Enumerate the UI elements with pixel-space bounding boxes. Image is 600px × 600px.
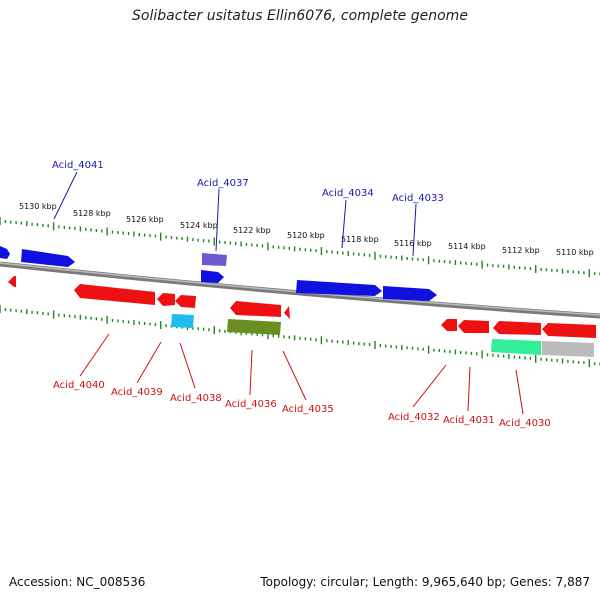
scale-label: 5118 kbp — [341, 235, 379, 244]
leader-line — [412, 203, 417, 257]
gene-acid-4040 — [74, 284, 155, 305]
gene-reverse-partial — [8, 276, 16, 287]
scale-label: 5110 kbp — [556, 248, 594, 257]
gene-label-reverse: Acid_4036 — [225, 399, 277, 410]
gene-acid-4031 — [493, 321, 541, 335]
leader-line — [341, 199, 347, 249]
scale-label: 5116 kbp — [394, 239, 432, 248]
gene-label-forward: Acid_4037 — [197, 178, 249, 189]
lower-scale-ticks — [0, 305, 600, 368]
accession-text: Accession: NC_008536 — [9, 575, 146, 589]
gene-acid-4039 — [157, 293, 175, 306]
topology-summary: Topology: circular; Length: 9,965,640 bp… — [260, 575, 590, 589]
gene-label-reverse: Acid_4030 — [499, 418, 551, 429]
scale-label: 5122 kbp — [233, 226, 271, 235]
scale-label: 5126 kbp — [126, 215, 164, 224]
leader-line — [136, 341, 162, 384]
gene-label-reverse: Acid_4032 — [388, 412, 440, 423]
scale-label: 5128 kbp — [73, 209, 111, 218]
gene-label-forward: Acid_4034 — [322, 188, 374, 199]
gene-label-forward: Acid_4041 — [52, 160, 104, 171]
gene-acid-4030-red — [542, 323, 596, 338]
scale-label: 5114 kbp — [448, 242, 486, 251]
gene-label-forward: Acid_4033 — [392, 193, 444, 204]
gene-acid-4036 — [227, 319, 281, 335]
gene-acid-4033 — [383, 286, 437, 301]
gene-acid-4030-grey — [542, 341, 594, 357]
gene-label-reverse: Acid_4039 — [111, 387, 163, 398]
gene-acid-4034 — [296, 280, 382, 296]
gene-acid-4039b — [175, 295, 196, 308]
gene-acid-4032 — [441, 319, 457, 331]
map-title: Solibacter usitatus Ellin6076, complete … — [132, 8, 468, 24]
gene-forward-small — [201, 270, 224, 283]
gene-acid-4038 — [171, 314, 194, 328]
gene-label-reverse: Acid_4035 — [282, 404, 334, 415]
leader-line — [515, 369, 524, 415]
gene-acid-4031-teal — [491, 339, 541, 355]
leader-line — [249, 349, 253, 396]
gene-acid-4036-red — [230, 301, 281, 317]
scale-label: 5124 kbp — [180, 221, 218, 230]
gene-acid-4032b — [458, 320, 489, 333]
leader-line — [412, 364, 447, 408]
leader-line — [79, 333, 110, 377]
gene-small-red — [284, 306, 290, 319]
gene-acid-4041 — [21, 249, 75, 267]
leader-line — [282, 350, 307, 401]
gene-label-reverse: Acid_4040 — [53, 380, 105, 391]
leader-line — [467, 366, 471, 412]
leader-line — [215, 188, 220, 252]
scale-label: 5112 kbp — [502, 246, 540, 255]
upper-scale-ticks — [0, 217, 600, 278]
scale-label: 5120 kbp — [287, 231, 325, 240]
scale-label: 5130 kbp — [19, 202, 57, 211]
gene-acid-4037 — [202, 253, 227, 266]
gene-forward-partial — [0, 246, 10, 259]
leader-line — [179, 342, 196, 389]
gene-label-reverse: Acid_4031 — [443, 415, 495, 426]
leader-line — [53, 171, 78, 220]
gene-label-reverse: Acid_4038 — [170, 393, 222, 404]
